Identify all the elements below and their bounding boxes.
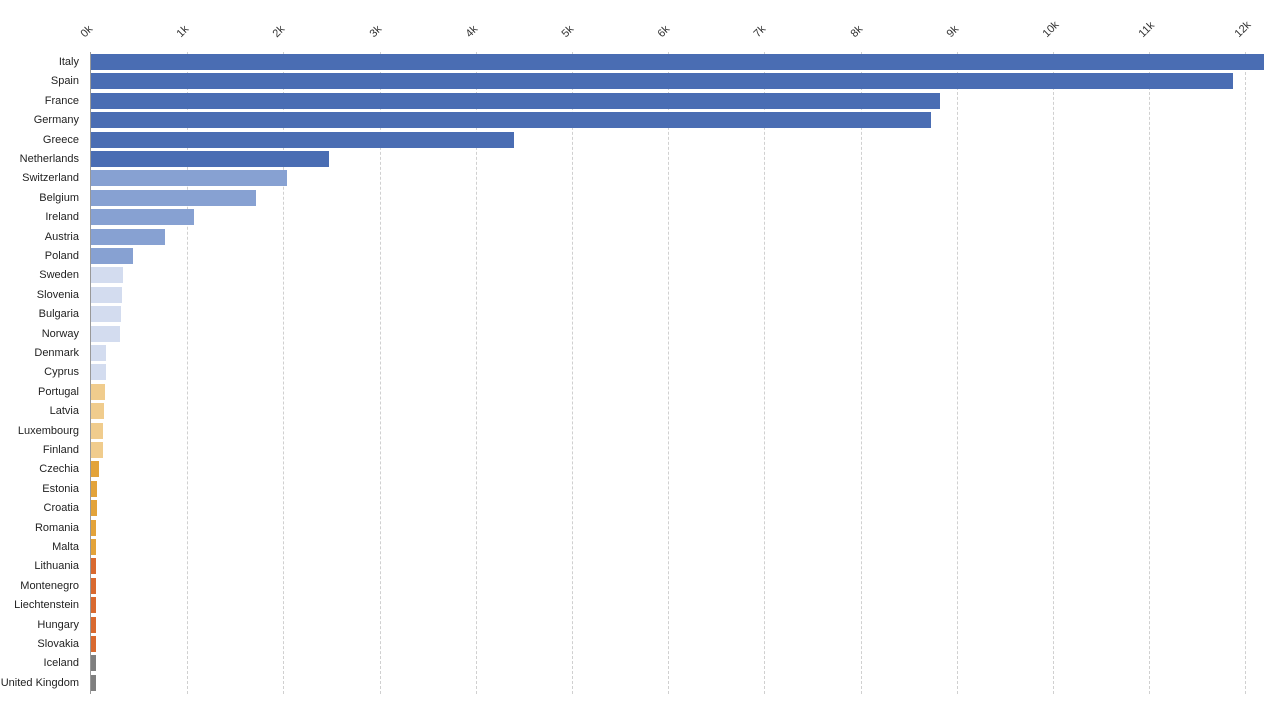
bar[interactable] — [91, 131, 515, 148]
category-label: Norway — [41, 327, 79, 340]
bar[interactable] — [91, 345, 107, 361]
category-label: Netherlands — [19, 153, 79, 165]
x-tick-label: 2k — [270, 23, 288, 40]
bar[interactable] — [91, 189, 256, 206]
x-tick-label: 0k — [78, 23, 96, 40]
gridline — [572, 52, 573, 694]
x-tick-label: 11k — [1136, 19, 1158, 40]
gridline — [187, 52, 188, 694]
category-label: Czechia — [39, 463, 79, 476]
x-tick-label: 7k — [751, 23, 769, 40]
bar[interactable] — [91, 92, 941, 109]
bar[interactable] — [91, 383, 106, 400]
category-label: Croatia — [43, 502, 79, 515]
x-tick-label: 12k — [1232, 18, 1254, 40]
category-label: United Kingdom — [0, 676, 79, 689]
bar[interactable] — [91, 306, 121, 323]
bar[interactable] — [91, 267, 123, 284]
bar[interactable] — [91, 364, 107, 381]
category-label: Italy — [58, 56, 79, 68]
bar[interactable] — [91, 558, 96, 575]
gridline — [1053, 52, 1054, 694]
bar[interactable] — [91, 228, 166, 245]
category-label: Greece — [42, 133, 79, 146]
gridline — [1245, 52, 1246, 694]
category-label: Austria — [44, 230, 79, 243]
category-label: Slovakia — [37, 638, 79, 650]
bar[interactable] — [91, 442, 103, 458]
category-label: Bulgaria — [38, 308, 79, 321]
gridline — [380, 52, 381, 694]
category-label: Portugal — [38, 385, 79, 398]
gridline — [283, 52, 284, 694]
bar[interactable] — [91, 480, 97, 497]
y-axis-line — [90, 52, 91, 694]
x-tick-label: 4k — [463, 23, 481, 40]
x-tick-label: 8k — [848, 23, 865, 40]
bar[interactable] — [91, 403, 105, 420]
x-tick-label: 1k — [174, 23, 192, 40]
bar[interactable] — [91, 73, 1233, 90]
category-label: Slovenia — [36, 288, 79, 301]
x-tick-label: 3k — [367, 23, 384, 40]
gridline — [668, 52, 669, 694]
bar[interactable] — [91, 616, 96, 633]
bar[interactable] — [91, 325, 120, 342]
bar[interactable] — [91, 422, 103, 439]
bar[interactable] — [91, 577, 96, 594]
category-label: Finland — [42, 444, 79, 456]
x-tick-label: 9k — [944, 23, 962, 40]
x-tick-label: 5k — [559, 23, 577, 40]
category-label: Luxembourg — [17, 424, 79, 437]
bar[interactable] — [91, 636, 96, 652]
category-label: Latvia — [49, 405, 79, 418]
category-label: Denmark — [34, 347, 79, 359]
category-label: Lithuania — [34, 560, 79, 573]
bar[interactable] — [91, 170, 288, 187]
category-label: Romania — [34, 521, 79, 534]
category-label: Cyprus — [44, 366, 79, 379]
bar[interactable] — [91, 674, 96, 691]
bar[interactable] — [91, 54, 1264, 70]
x-tick-label: 6k — [655, 23, 673, 40]
category-label: Liechtenstein — [14, 599, 79, 612]
gridline — [861, 52, 862, 694]
bar[interactable] — [91, 655, 96, 672]
category-label: Sweden — [39, 269, 79, 282]
category-label: Malta — [52, 541, 79, 553]
category-label: Spain — [50, 75, 79, 88]
category-label: Poland — [44, 250, 79, 262]
x-tick-label: 10k — [1040, 18, 1062, 40]
category-label: Hungary — [37, 618, 79, 631]
gridline — [476, 52, 477, 694]
bar[interactable] — [91, 209, 194, 226]
bar[interactable] — [91, 151, 329, 167]
gridline — [1149, 52, 1150, 694]
bar[interactable] — [91, 248, 134, 264]
bar[interactable] — [91, 500, 97, 517]
bar[interactable] — [91, 519, 96, 536]
category-label: Switzerland — [22, 172, 79, 185]
gridline — [764, 52, 765, 694]
category-label: Estonia — [42, 482, 79, 495]
gridline — [957, 52, 958, 694]
bar[interactable] — [91, 461, 99, 478]
category-label: Ireland — [45, 211, 79, 224]
category-label: Germany — [33, 114, 79, 127]
category-label: France — [44, 94, 79, 107]
category-label: Iceland — [43, 657, 79, 670]
bar[interactable] — [91, 597, 96, 614]
category-label: Belgium — [39, 191, 79, 204]
bar[interactable] — [91, 286, 122, 303]
category-label: Montenegro — [20, 579, 79, 592]
bar[interactable] — [91, 112, 931, 129]
bar[interactable] — [91, 539, 96, 555]
